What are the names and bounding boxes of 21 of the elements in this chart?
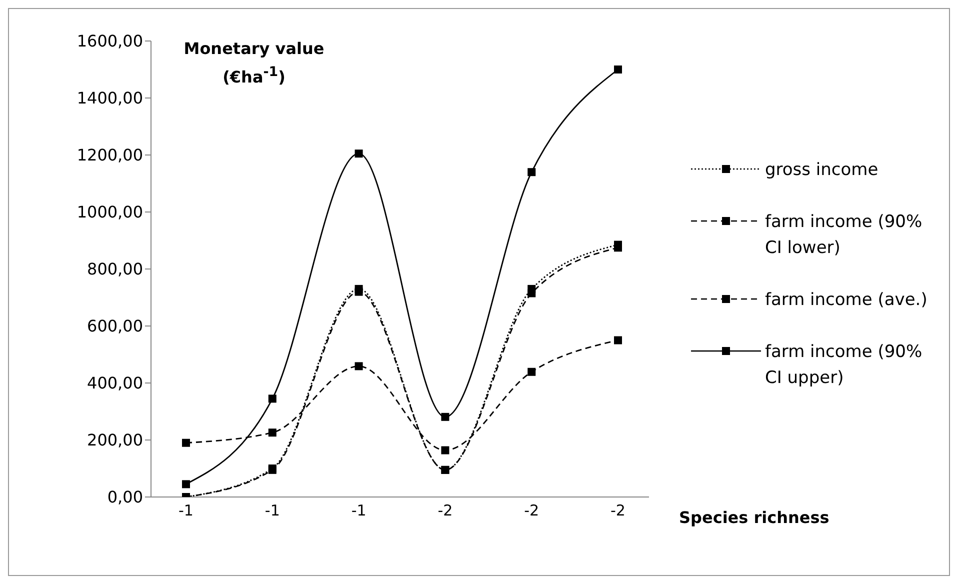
x-tick-label: -1 [351,502,366,520]
y-tick-label: 200,00 [87,430,143,450]
y-tick-label: 800,00 [87,260,143,279]
legend-label: farm income (ave.) [765,289,928,312]
legend-label: gross income [765,159,880,182]
legend-label: farm income (90% CI lower) [765,211,924,260]
y-tick-label: 1000,00 [76,202,143,222]
y-tick-label: 1400,00 [76,88,143,108]
x-tick-label: -2 [610,502,626,520]
y-axis-title: Monetary value (€ha$^{-1}$) [182,38,326,88]
x-axis-title: Species richness [679,508,830,527]
y-tick-label: 600,00 [87,316,143,336]
y-tick-label: 1600,00 [76,32,143,51]
x-tick-label: -2 [524,502,540,520]
x-tick-label: -2 [438,502,453,520]
x-tick-label: -1 [264,502,280,520]
y-tick-label: 1200,00 [76,146,143,165]
legend-label: farm income (90% CI upper) [765,341,924,390]
y-tick-label: 400,00 [87,374,143,393]
y-tick-label: 0,00 [107,488,143,507]
x-tick-label: -1 [178,502,194,520]
